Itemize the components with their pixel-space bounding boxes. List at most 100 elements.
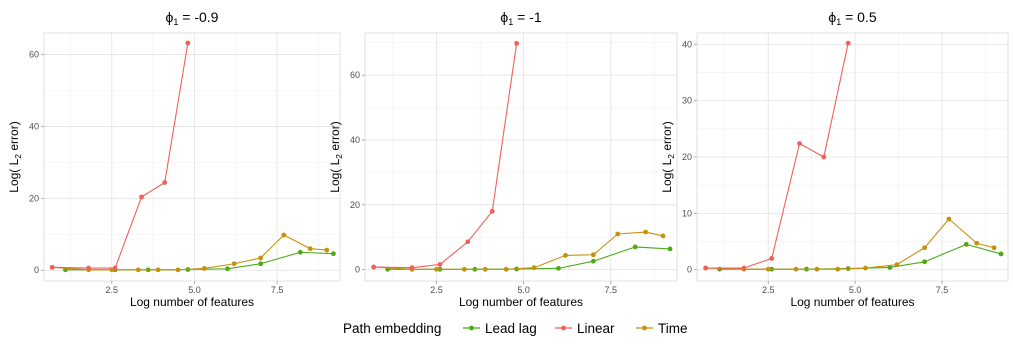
x-axis-label: Log number of features [790, 295, 914, 309]
data-point-time [281, 232, 287, 238]
data-point-linear [821, 154, 827, 160]
data-point-time [563, 252, 568, 258]
x-tick-label: 7.5 [605, 285, 618, 295]
y-tick-label: 30 [682, 96, 692, 106]
data-point-linear [409, 265, 415, 271]
data-point-time [894, 262, 900, 268]
y-tick-label: 60 [350, 70, 360, 80]
series-line-time [705, 218, 995, 270]
data-point-time [307, 246, 313, 252]
legend: Path embedding Lead lag Linear Time [343, 321, 688, 336]
panel-title: ϕ1 = 0.5 [828, 9, 876, 27]
data-point-lead-lag [297, 249, 303, 255]
y-axis-label-end: error) [328, 121, 342, 154]
data-point-lead-lag [922, 259, 928, 265]
data-point-lead-lag [717, 266, 722, 272]
x-tick-label: 5.0 [517, 285, 530, 295]
y-tick-label: 60 [29, 50, 39, 60]
data-point-time [531, 265, 537, 271]
panel-title-subscript: 1 [836, 17, 841, 27]
data-point-linear [86, 265, 92, 271]
y-tick-label: 20 [29, 193, 39, 203]
data-point-time [643, 229, 649, 235]
data-point-time [202, 266, 207, 271]
data-point-time [324, 247, 330, 253]
data-point-time [793, 266, 799, 272]
data-point-lead-lag [632, 244, 638, 250]
x-tick-label: 2.5 [106, 285, 119, 295]
plot-background [365, 33, 677, 281]
legend-item-time: Time [636, 321, 688, 336]
panel-title: ϕ1 = -0.9 [166, 9, 219, 27]
y-tick-label: 0 [34, 265, 39, 275]
data-point-time [974, 240, 980, 246]
y-axis-label-main: Log( L [7, 158, 21, 192]
series-line-linear [705, 43, 849, 269]
y-axis-label-end: error) [7, 121, 21, 154]
legend-title: Path embedding [343, 321, 441, 336]
legend-key-point [469, 325, 474, 331]
y-tick-label: 40 [682, 39, 692, 49]
x-tick-label: 2.5 [762, 285, 775, 295]
x-tick-label: 2.5 [430, 285, 443, 295]
data-point-time [231, 261, 237, 267]
series-line-linear [52, 42, 189, 269]
panel-border [43, 32, 341, 282]
data-point-time [835, 266, 841, 272]
data-point-time [863, 265, 868, 271]
legend-key-point [642, 325, 647, 331]
legend-label: Time [658, 321, 688, 336]
data-point-linear [769, 256, 775, 261]
y-axis-label: Log( L2 error) [7, 121, 23, 192]
legend-item-lead-lag: Lead lag [463, 321, 537, 336]
data-point-linear [703, 265, 709, 271]
panel-3: 2.5 5.0 7.5 0 10 20 30 40 Log number of features… [660, 9, 1009, 309]
data-point-linear [741, 265, 747, 271]
panel-title-subscript: 1 [508, 17, 513, 27]
data-point-linear [139, 194, 144, 200]
series-line-linear [373, 43, 518, 269]
panel-title: ϕ1 = -1 [500, 9, 541, 27]
data-point-linear [489, 208, 495, 214]
legend-label: Lead lag [485, 321, 537, 336]
x-tick-label: 5.0 [188, 285, 201, 295]
data-point-linear [845, 40, 851, 46]
y-axis-label-main: Log( L [660, 158, 674, 192]
data-point-lead-lag [667, 246, 673, 252]
panel-title-symbol: ϕ [166, 9, 174, 25]
data-point-lead-lag [225, 266, 230, 272]
data-point-time [660, 233, 666, 239]
data-point-time [814, 266, 820, 272]
y-tick-label: 10 [682, 208, 692, 218]
data-point-time [155, 267, 161, 273]
data-point-time [258, 255, 264, 261]
series-line-time [52, 234, 327, 271]
y-axis-label-subscript: 2 [334, 154, 344, 159]
legend-key-point [561, 325, 566, 331]
plot-background [44, 33, 340, 281]
x-axis-label: Log number of features [130, 295, 254, 309]
data-point-time [946, 216, 952, 222]
data-point-time [765, 266, 771, 272]
y-axis-label-end: error) [660, 121, 674, 154]
data-point-time [135, 267, 141, 273]
data-point-linear [49, 264, 55, 270]
data-point-linear [371, 264, 377, 270]
y-axis-label-subscript: 2 [13, 154, 23, 159]
panel-title-rest: = 0.5 [841, 9, 877, 25]
y-tick-label: 20 [350, 200, 360, 210]
y-tick-label: 40 [350, 135, 360, 145]
data-point-time [590, 252, 596, 258]
panel-title-subscript: 1 [173, 17, 178, 27]
data-point-lead-lag [963, 241, 969, 247]
data-point-time [615, 231, 621, 237]
panel-2: 2.5 5.0 7.5 0 20 40 60 Log number of features Lo… [328, 9, 678, 309]
series-line-time [373, 231, 664, 270]
data-point-linear [797, 141, 802, 146]
y-axis-label: Log( L2 error) [660, 121, 676, 192]
data-point-time [922, 245, 928, 251]
data-point-linear [112, 265, 118, 271]
y-axis-label-subscript: 2 [666, 154, 676, 159]
y-tick-label: 0 [687, 265, 692, 275]
x-tick-label: 5.0 [849, 285, 862, 295]
